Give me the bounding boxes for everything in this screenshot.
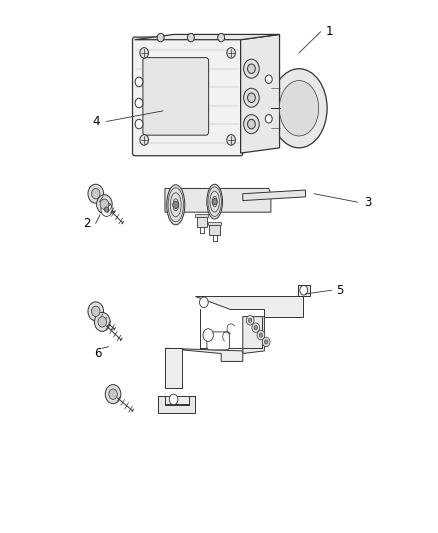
Circle shape <box>169 394 178 405</box>
Bar <box>208 222 221 225</box>
Circle shape <box>259 333 263 337</box>
Text: 2: 2 <box>83 217 91 230</box>
Circle shape <box>203 329 213 342</box>
Circle shape <box>200 297 208 308</box>
Circle shape <box>92 189 100 199</box>
Circle shape <box>140 47 148 58</box>
Circle shape <box>244 88 259 107</box>
FancyBboxPatch shape <box>143 58 208 135</box>
Circle shape <box>109 389 117 399</box>
Circle shape <box>212 198 217 205</box>
FancyBboxPatch shape <box>133 37 243 156</box>
Circle shape <box>248 318 252 322</box>
Circle shape <box>257 330 265 340</box>
Circle shape <box>88 302 103 321</box>
Circle shape <box>135 98 143 108</box>
Circle shape <box>247 64 255 74</box>
Bar <box>197 217 207 227</box>
Circle shape <box>88 184 103 203</box>
Text: 3: 3 <box>364 196 372 208</box>
Bar <box>209 225 220 235</box>
Circle shape <box>254 326 258 330</box>
Circle shape <box>227 47 236 58</box>
Circle shape <box>247 119 255 129</box>
Circle shape <box>252 323 260 333</box>
Polygon shape <box>243 317 265 353</box>
Bar <box>195 214 208 217</box>
Circle shape <box>300 286 307 295</box>
Circle shape <box>92 306 100 317</box>
Polygon shape <box>298 285 310 295</box>
Circle shape <box>104 207 109 212</box>
FancyBboxPatch shape <box>207 332 230 350</box>
Circle shape <box>247 93 255 102</box>
Circle shape <box>98 317 106 327</box>
Circle shape <box>135 77 143 87</box>
Circle shape <box>218 34 225 42</box>
Circle shape <box>135 119 143 129</box>
Circle shape <box>244 59 259 78</box>
Circle shape <box>173 201 179 208</box>
Polygon shape <box>134 35 279 39</box>
Polygon shape <box>159 395 195 413</box>
Ellipse shape <box>279 80 319 136</box>
Ellipse shape <box>207 184 223 219</box>
Polygon shape <box>159 395 195 403</box>
Polygon shape <box>243 190 305 200</box>
Polygon shape <box>165 348 243 361</box>
Circle shape <box>265 75 272 84</box>
Circle shape <box>95 312 110 332</box>
Circle shape <box>265 340 268 344</box>
Circle shape <box>101 203 112 216</box>
Ellipse shape <box>167 185 185 225</box>
Circle shape <box>262 337 270 346</box>
Circle shape <box>100 199 109 209</box>
Circle shape <box>265 115 272 123</box>
Circle shape <box>187 34 194 42</box>
Polygon shape <box>240 35 279 153</box>
Circle shape <box>244 115 259 134</box>
Circle shape <box>97 195 112 214</box>
Circle shape <box>227 135 236 145</box>
Circle shape <box>157 34 164 42</box>
Text: 6: 6 <box>94 347 102 360</box>
Circle shape <box>105 385 121 403</box>
Circle shape <box>246 316 254 325</box>
Polygon shape <box>165 189 271 212</box>
Text: 4: 4 <box>92 115 99 128</box>
Polygon shape <box>195 295 304 317</box>
Circle shape <box>140 135 148 145</box>
Polygon shape <box>165 348 182 388</box>
Text: 5: 5 <box>336 284 344 297</box>
Ellipse shape <box>271 69 327 148</box>
Text: 1: 1 <box>325 25 333 38</box>
